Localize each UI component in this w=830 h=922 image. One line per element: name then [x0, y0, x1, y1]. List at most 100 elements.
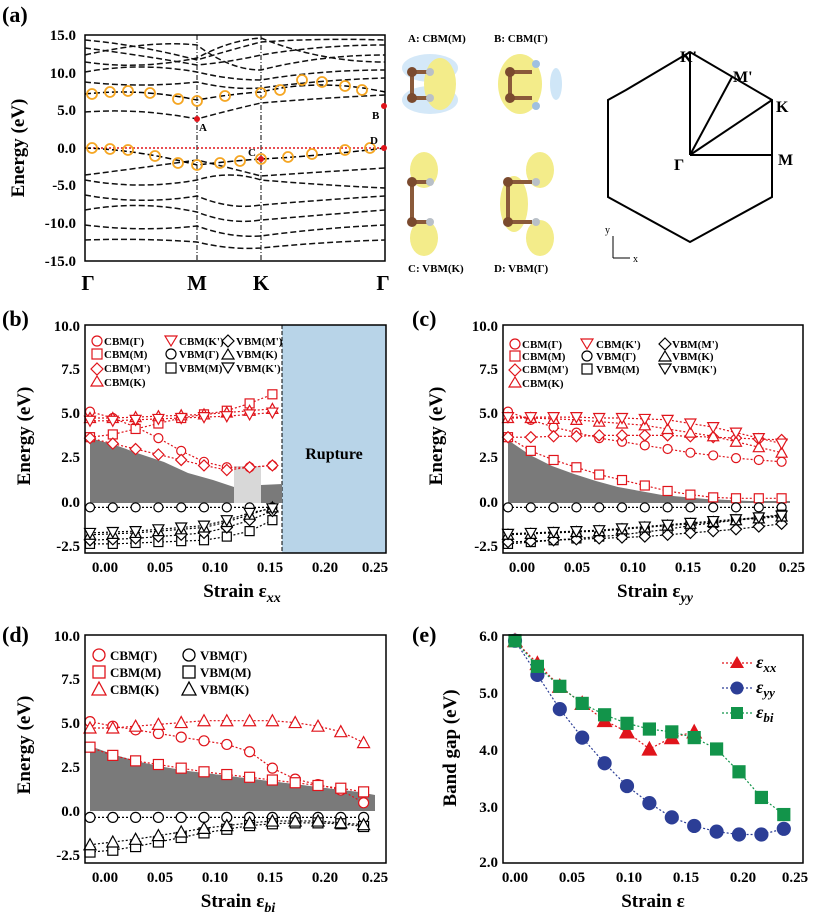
data-point	[777, 807, 791, 822]
weight-circle	[104, 86, 116, 98]
data-point	[775, 510, 789, 523]
data-point	[548, 502, 559, 513]
data-point	[575, 730, 590, 745]
panel-e-ylabel: Band gap (eV)	[440, 689, 461, 806]
panel-d-ylabel: Energy (eV)	[14, 696, 35, 795]
legend-marker	[89, 374, 105, 387]
data-point	[662, 443, 673, 455]
data-point	[569, 526, 583, 538]
data-point	[524, 527, 538, 540]
legend-label-ebi: εbi	[756, 702, 774, 725]
gap-fill	[90, 438, 282, 503]
data-point	[729, 434, 743, 447]
data-point	[592, 412, 606, 425]
legend-label: VBM(K)	[200, 682, 249, 697]
legend-marker	[180, 680, 198, 696]
data-point	[107, 502, 118, 513]
data-point	[752, 440, 766, 453]
ytick-label: 0.0	[61, 495, 80, 511]
xtick-label: 0.05	[147, 870, 173, 886]
data-point	[729, 522, 743, 536]
xlabel-main: Strain ε	[203, 581, 267, 602]
legend-label: CBM(M)	[110, 665, 161, 680]
weight-circle	[214, 157, 226, 169]
weight-circle	[191, 159, 203, 171]
legend-label: CBM(Γ)	[522, 339, 562, 351]
ytick-label: -15.0	[45, 254, 76, 270]
data-point	[244, 771, 256, 783]
data-point	[571, 502, 582, 513]
xtick-label: 0.00	[509, 560, 535, 576]
panel-a-yticks: 15.0 10.0 5.0 0.0 -5.0 -10.0 -15.0	[45, 28, 76, 270]
data-point	[106, 437, 120, 450]
xtick-label: 0.00	[92, 560, 118, 576]
weight-circle	[172, 93, 184, 105]
xtick-label: 0.15	[675, 560, 701, 576]
gap-fill	[90, 746, 375, 811]
legend-label: CBM(Γ)	[110, 648, 157, 663]
data-point	[597, 708, 612, 722]
panel-label-b: (b)	[2, 306, 29, 331]
data-point	[709, 742, 724, 756]
data-point	[358, 797, 370, 809]
data-point	[267, 389, 278, 400]
data-point	[174, 824, 189, 838]
data-point	[105, 834, 120, 848]
xtick-label: 0.10	[620, 560, 646, 576]
data-point	[107, 811, 119, 824]
data-point	[266, 762, 278, 774]
legend-marker	[90, 680, 108, 696]
weight-circle	[234, 155, 246, 167]
xtick-label: 0.20	[730, 870, 756, 886]
data-point	[684, 526, 697, 540]
orbital-lobe	[410, 220, 438, 256]
data-point	[198, 811, 210, 824]
orbital-caption-c: C: VBM(K)	[408, 263, 464, 275]
legend-marker	[507, 375, 523, 388]
legend-sub: bi	[763, 710, 774, 725]
gap-fill	[508, 440, 790, 503]
panel-e-yticks: 6.0 5.0 4.0 3.0 2.0	[479, 629, 498, 871]
series-line	[90, 408, 273, 419]
data-point	[616, 474, 628, 486]
legend-label: VBM(M)	[596, 364, 640, 376]
weight-circle	[122, 144, 134, 156]
plot-b-frame	[84, 324, 387, 554]
data-point	[569, 412, 583, 424]
data-point	[244, 746, 256, 758]
weight-circle	[356, 84, 368, 96]
gap-highlight	[234, 466, 261, 503]
band-line	[84, 204, 386, 223]
xtick-label: 0.15	[257, 870, 283, 886]
atom	[505, 93, 515, 103]
data-point	[83, 415, 97, 428]
panel-b-yticks: 10.0 7.5 5.0 2.5 0.0 -2.5	[54, 319, 80, 555]
data-point	[708, 502, 719, 513]
data-point	[82, 837, 98, 851]
legend-marker	[91, 348, 103, 360]
legend-base: ε	[756, 677, 764, 697]
panel-d-series	[82, 713, 371, 858]
panel-c-yticks: 10.0 7.5 5.0 2.5 0.0 -2.5	[472, 319, 498, 555]
legend-label: CBM(K)	[110, 682, 159, 697]
orbital-image-a	[402, 54, 458, 114]
xlabel-main: Strain ε	[617, 581, 681, 602]
data-point	[524, 430, 538, 444]
data-point	[197, 520, 211, 533]
orbital-weight-circles	[86, 74, 376, 171]
data-point	[683, 425, 697, 438]
point-a-label: A	[199, 122, 207, 134]
data-point	[642, 796, 657, 811]
ytick-label: 6.0	[479, 629, 498, 645]
xtick-label: 0.10	[616, 870, 642, 886]
orbital-image-c	[407, 152, 438, 256]
data-point	[592, 429, 606, 442]
point-b-marker	[381, 103, 387, 109]
ytick-label: -2.5	[56, 848, 80, 864]
data-point	[708, 492, 719, 503]
data-point	[706, 524, 720, 538]
panel-d-xlabel: Strain εbi	[201, 891, 276, 916]
panel-d-xticks: 0.00 0.05 0.10 0.15 0.20 0.25	[92, 870, 388, 886]
bz-label-k-prime: K'	[680, 49, 697, 66]
weight-circle	[296, 74, 308, 86]
